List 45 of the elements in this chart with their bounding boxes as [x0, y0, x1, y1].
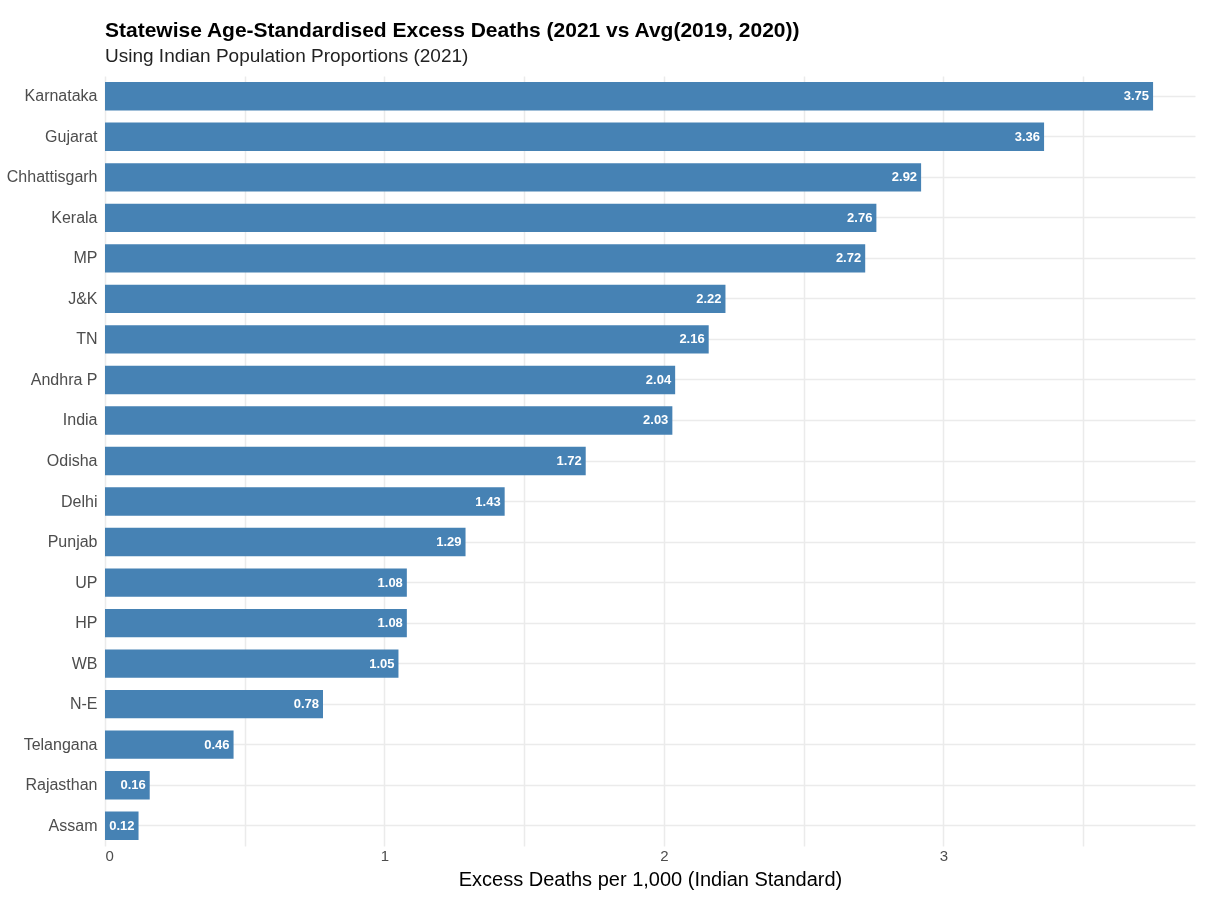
y-tick-label: J&K	[68, 289, 98, 307]
data-label: 3.75	[1123, 88, 1150, 104]
data-label: 1.29	[436, 534, 462, 550]
chart-subtitle: Using Indian Population Proportions (2021)	[105, 45, 469, 66]
data-label: 2.76	[847, 209, 873, 225]
chart-title: Statewise Age-Standardised Excess Deaths (2021 vs Avg(2019, 2020))	[105, 18, 800, 41]
y-tick-label: Telangana	[23, 735, 98, 753]
data-label: 1.43	[475, 493, 501, 509]
data-label: 0.46	[204, 736, 230, 752]
y-tick-label: Kerala	[51, 208, 98, 226]
x-tick-label: 3	[939, 846, 949, 864]
x-tick-label: 0	[105, 846, 114, 864]
data-label: 2.72	[835, 250, 862, 266]
data-label: 1.05	[369, 655, 395, 671]
x-tick-label: 1	[380, 846, 390, 864]
data-label: 0.78	[293, 696, 319, 712]
y-tick-label: WB	[71, 654, 98, 672]
y-tick-label: Odisha	[46, 452, 98, 469]
data-label: 0.12	[109, 817, 135, 833]
data-label: 1.72	[556, 453, 582, 468]
data-label: 3.36	[1014, 128, 1041, 144]
x-tick-label: 2	[660, 846, 669, 864]
y-tick-label: Chhattisgarh	[6, 168, 98, 186]
data-label: 1.08	[377, 574, 403, 590]
y-tick-label: N-E	[69, 695, 98, 713]
y-tick-label: Karnataka	[24, 87, 98, 105]
y-tick-label: UP	[75, 573, 98, 591]
y-tick-label: Gujarat	[45, 127, 99, 145]
data-label: 1.08	[377, 615, 403, 631]
data-label: 2.92	[891, 169, 918, 185]
data-label: 2.22	[696, 290, 722, 306]
y-tick-label: Punjab	[47, 533, 98, 551]
data-label: 0.16	[120, 777, 146, 793]
y-tick-label: Andhra P	[30, 370, 98, 388]
data-label: 2.04	[645, 371, 672, 387]
y-tick-label: Rajasthan	[25, 776, 98, 794]
y-tick-label: HP	[75, 614, 98, 632]
y-tick-label: Assam	[48, 816, 98, 834]
y-tick-label: Delhi	[61, 492, 98, 510]
y-tick-label: TN	[76, 330, 98, 348]
data-label: 2.16	[679, 331, 705, 347]
y-tick-label: MP	[73, 249, 98, 267]
y-tick-label: India	[62, 411, 98, 429]
data-label: 2.03	[643, 412, 669, 428]
x-axis-title: Excess Deaths per 1,000 (Indian Standard)	[458, 867, 843, 890]
